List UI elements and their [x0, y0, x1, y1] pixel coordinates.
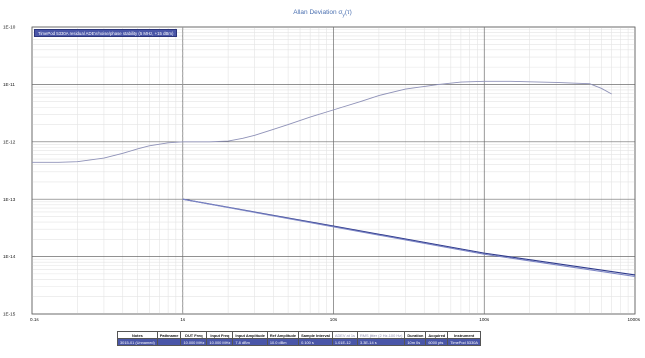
header-input-freq: Input Freq — [206, 330, 234, 340]
cell-sample-interval: 0.100 s — [298, 338, 333, 347]
header-notes: Notes — [117, 330, 158, 340]
y-tick-label: 1E-10 — [3, 25, 16, 30]
y-tick-label: 1E-14 — [3, 254, 16, 259]
info-table-data-row: 3015-01 (Unnamed) 10.000 MHz 10.000 MHz … — [117, 338, 482, 347]
y-tick-label: 1E-13 — [3, 197, 16, 202]
x-tick-label: 0.1s — [30, 317, 39, 322]
chart-title: Allan Deviation σy(τ) — [0, 9, 645, 18]
cell-adev-at-1s: 1.01E-12 — [331, 338, 359, 347]
header-adev-at-1s: ADEV at 1s — [331, 330, 359, 340]
cell-dut-freq: 10.000 MHz — [180, 338, 208, 347]
x-tick-label: 1s — [180, 317, 186, 322]
y-tick-labels: 1E-10 1E-11 1E-12 1E-13 1E-14 1E-15 — [3, 25, 16, 317]
cell-instrument: TimePod 5330A — [447, 338, 482, 347]
cell-duration: 10m 0s — [404, 338, 427, 347]
major-grid — [31, 26, 636, 315]
header-acquired: Acquired — [425, 330, 449, 340]
header-ref-amplitude: Ref Amplitude — [266, 330, 300, 340]
chart-title-subscript: y — [342, 12, 345, 19]
chart-title-suffix: (τ) — [344, 9, 352, 16]
header-instrument: Instrument — [447, 330, 482, 340]
cell-rms-jitter: 3.3E-14 s — [356, 338, 406, 347]
x-tick-label: 100s — [479, 317, 490, 322]
cell-input-freq: 10.000 MHz — [206, 338, 234, 347]
cell-ref-amplitude: 10.0 dBm — [266, 338, 300, 347]
x-tick-labels: 0.1s 1s 10s 100s 1000s — [30, 317, 641, 322]
series-line-1 — [32, 80, 612, 163]
y-tick-label: 1E-11 — [3, 82, 15, 87]
header-input-amplitude: Input Amplitude — [232, 330, 268, 340]
series-line-3 — [182, 198, 636, 278]
header-duration: Duration — [404, 330, 427, 340]
y-tick-label: 1E-15 — [3, 312, 16, 317]
legend-label: TimePod 5330A residual ADEV/noise/phase … — [34, 29, 178, 37]
header-rms-jitter: RMS jitter (2 Hz-100 Hz) — [356, 330, 406, 340]
header-sample-interval: Sample Interval — [298, 330, 333, 340]
cell-pathname — [156, 338, 182, 347]
y-tick-label: 1E-12 — [3, 139, 16, 144]
cell-notes: 3015-01 (Unnamed) — [117, 338, 158, 347]
chart-title-text: Allan Deviation σ — [293, 9, 343, 16]
series-layer — [32, 80, 636, 278]
cell-input-amplitude: 7.8 dBm — [232, 338, 268, 347]
header-dut-freq: DUT Freq — [180, 330, 208, 340]
header-pathname: Pathname — [156, 330, 182, 340]
cell-acquired: 6000 pts — [425, 338, 449, 347]
x-tick-label: 10s — [330, 317, 338, 322]
x-tick-label: 1000s — [627, 317, 640, 322]
info-table-header-row: Notes Pathname DUT Freq Input Freq Input… — [117, 330, 482, 340]
measurement-info-table: Notes Pathname DUT Freq Input Freq Input… — [117, 330, 482, 347]
